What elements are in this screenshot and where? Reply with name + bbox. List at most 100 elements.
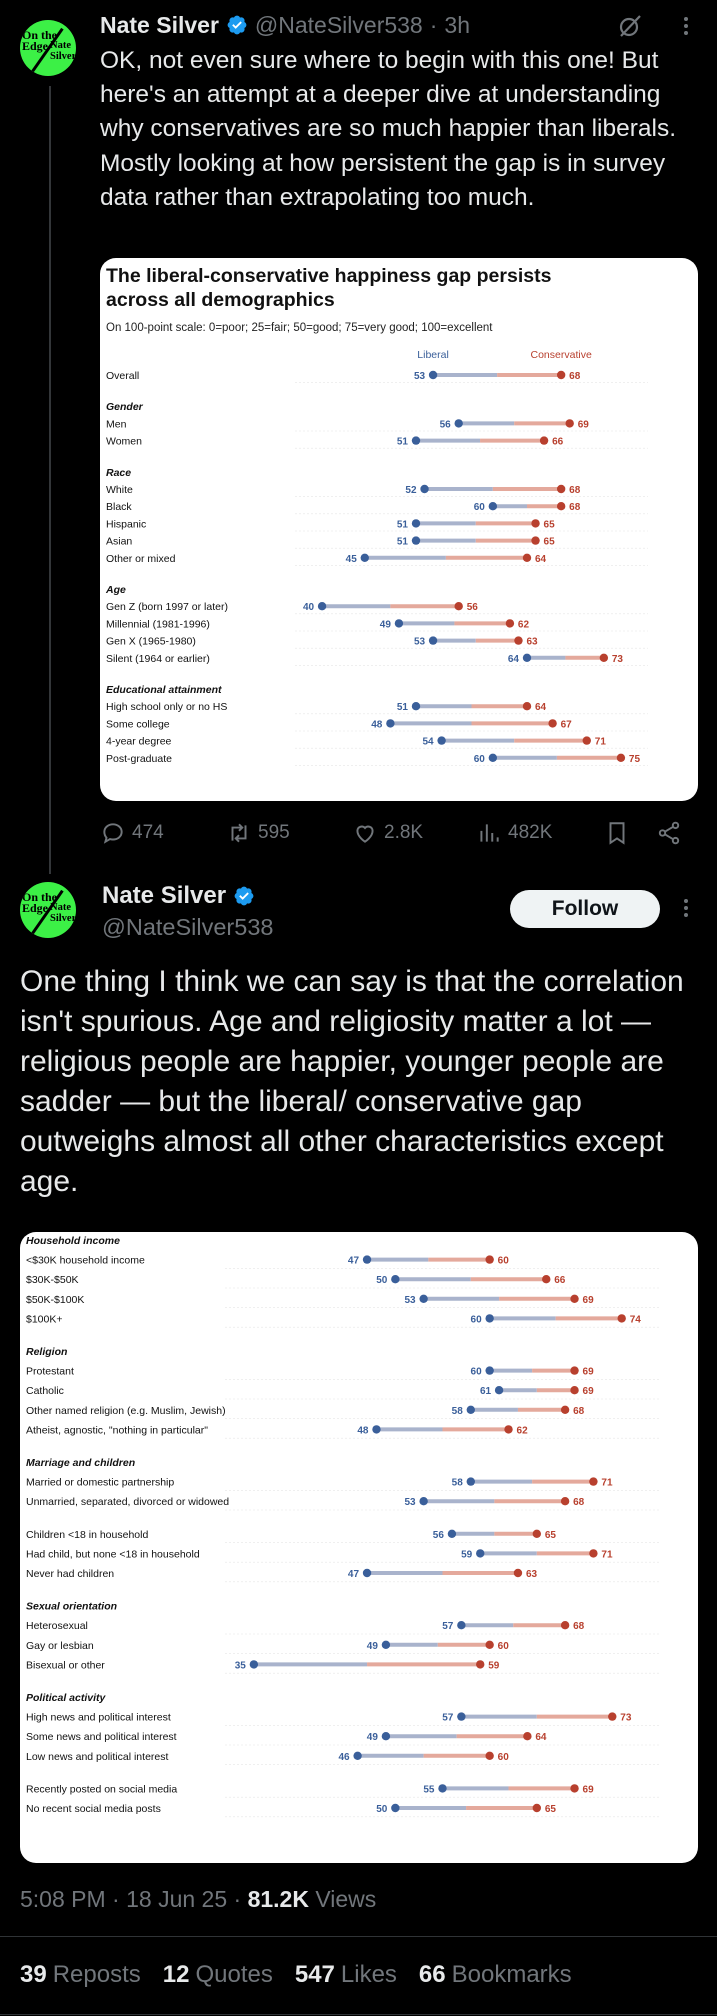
conservative-value: 59 [488, 1660, 500, 1671]
stat-likes[interactable]: 547 Likes [294, 1961, 397, 1988]
chart-subtitle: On 100-point scale: 0=poor; 25=fair; 50=… [106, 322, 493, 334]
legend-conservative: Conservative [531, 349, 592, 361]
conservative-dot [570, 1366, 579, 1375]
author-handle[interactable]: @NateSilver538 [102, 914, 274, 940]
liberal-dot [485, 1314, 494, 1323]
row-label: Low news and political interest [26, 1751, 168, 1763]
thread-line [49, 86, 51, 874]
conservative-value: 71 [601, 1549, 613, 1560]
more-icon[interactable] [676, 14, 696, 38]
liberal-value: 60 [474, 754, 486, 765]
liberal-value: 45 [346, 554, 358, 565]
more-icon[interactable] [676, 896, 696, 920]
row-label: High news and political interest [26, 1712, 171, 1724]
row-label: <$30K household income [26, 1255, 145, 1267]
avatar[interactable]: On the Edge Nate Silver [20, 20, 76, 76]
conservative-value: 69 [583, 1386, 595, 1397]
liberal-value: 50 [376, 1275, 388, 1286]
verified-badge-icon [227, 15, 247, 35]
row-label: 4-year degree [106, 736, 172, 748]
conservative-dot [476, 1660, 485, 1669]
liberal-value: 47 [348, 1256, 360, 1267]
author-name[interactable]: Nate Silver [102, 882, 227, 909]
conservative-value: 63 [526, 637, 538, 648]
liberal-dot [372, 1425, 381, 1434]
conservative-value: 63 [526, 1569, 538, 1580]
liberal-value: 64 [508, 654, 520, 665]
liberal-value: 58 [452, 1478, 464, 1489]
repost-count: 595 [258, 822, 290, 843]
tweet-time[interactable]: 3h [444, 11, 470, 38]
liberal-dot [394, 619, 404, 628]
liberal-dot [428, 370, 438, 380]
conservative-value: 71 [601, 1478, 613, 1489]
conservative-value: 69 [583, 1295, 595, 1306]
conservative-dot [617, 1314, 626, 1323]
liberal-dot [360, 553, 369, 562]
grok-icon[interactable] [616, 12, 644, 40]
group-label: Marriage and children [26, 1457, 135, 1469]
author-name[interactable]: Nate Silver [100, 11, 219, 38]
follow-button[interactable]: Follow [510, 890, 660, 928]
row-label: Gen Z (born 1997 or later) [106, 601, 228, 613]
liberal-value: 51 [397, 519, 409, 530]
views-button[interactable]: 482K [476, 818, 552, 848]
liberal-dot [381, 1732, 391, 1741]
row-label: Some news and political interest [26, 1731, 177, 1743]
liberal-value: 58 [452, 1406, 464, 1417]
repost-button[interactable]: 595 [226, 818, 290, 848]
stat-bookmarks[interactable]: 66 Bookmarks [418, 1961, 572, 1988]
conservative-value: 60 [498, 1641, 510, 1652]
group-label: Household income [26, 1235, 120, 1247]
liberal-value: 60 [471, 1367, 483, 1378]
liberal-dot [494, 1386, 504, 1395]
reply-button[interactable]: 474 [100, 818, 164, 848]
row-label: Married or domestic partnership [26, 1477, 174, 1489]
conservative-dot [504, 1425, 513, 1434]
group-label: Educational attainment [106, 684, 222, 696]
stat-reposts[interactable]: 39 Reposts [20, 1961, 141, 1988]
liberal-dot [411, 536, 421, 545]
tweet-header: Nate Silver @NateSilver538 · 3h [100, 10, 470, 40]
liberal-value: 53 [405, 1497, 417, 1508]
chart-image-2[interactable]: Household income <$30K household income 47… [20, 1232, 698, 1863]
conservative-value: 68 [573, 1621, 585, 1632]
liberal-value: 54 [422, 737, 434, 748]
avatar[interactable]: On the Edge Nate Silver [20, 882, 76, 938]
liberal-dot [457, 1712, 466, 1721]
conservative-value: 68 [569, 371, 581, 382]
liberal-value: 56 [433, 1530, 445, 1541]
liberal-value: 51 [397, 702, 409, 713]
conservative-dot [608, 1712, 617, 1721]
like-button[interactable]: 2.8K [352, 818, 423, 848]
liberal-value: 57 [442, 1621, 454, 1632]
conservative-dot [560, 1405, 570, 1414]
row-label: No recent social media posts [26, 1803, 161, 1815]
liberal-dot [411, 519, 421, 528]
tweet-meta: 5:08 PM · 18 Jun 25 · 81.2K Views [20, 1886, 376, 1913]
liberal-value: 53 [414, 371, 426, 382]
liberal-dot [420, 484, 429, 494]
row-label: Heterosexual [26, 1620, 88, 1632]
liberal-dot [488, 502, 498, 511]
conservative-value: 68 [569, 502, 581, 513]
liberal-dot [381, 1640, 391, 1649]
row-label: Black [106, 501, 132, 513]
row-label: Catholic [26, 1385, 64, 1397]
share-button[interactable] [656, 818, 688, 848]
verified-badge-icon [234, 886, 254, 906]
conservative-value: 62 [517, 1425, 529, 1436]
tweet-timestamp[interactable]: 5:08 PM · 18 Jun 25 · [20, 1886, 248, 1912]
conservative-dot [522, 702, 532, 711]
conservative-dot [523, 1732, 532, 1741]
row-label: $30K-$50K [26, 1274, 79, 1286]
conservative-dot [616, 753, 626, 762]
tweet-text: One thing I think we can say is that the… [20, 965, 684, 1198]
chart-image-1[interactable]: The liberal-conservative happiness gap p… [100, 258, 698, 801]
author-handle[interactable]: @NateSilver538 [254, 11, 423, 38]
conservative-dot [485, 1640, 494, 1649]
bookmark-button[interactable] [604, 818, 636, 848]
stat-quotes[interactable]: 12 Quotes [162, 1961, 273, 1988]
row-label: Never had children [26, 1568, 114, 1580]
conservative-value: 73 [612, 654, 624, 665]
